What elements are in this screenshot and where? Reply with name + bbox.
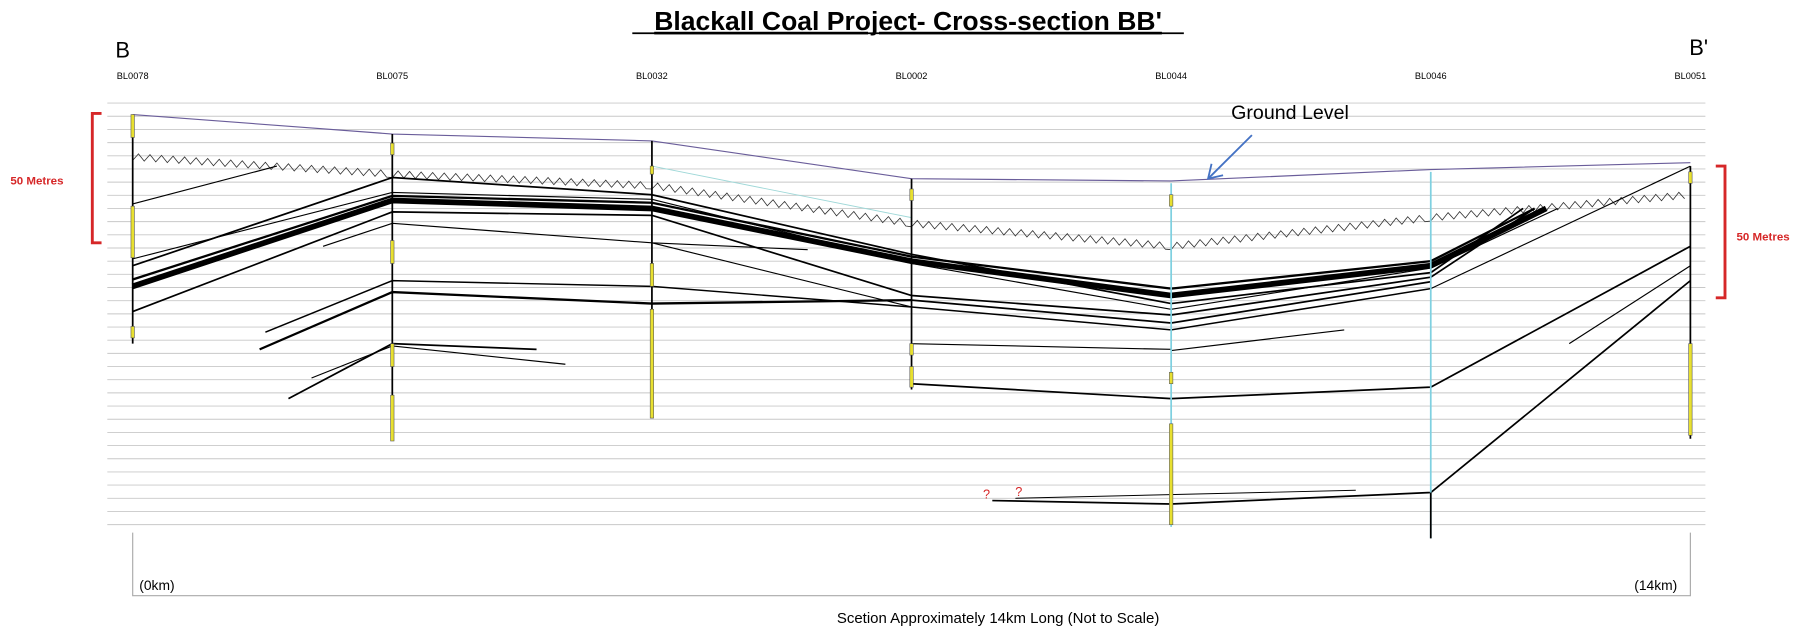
faint-line [651, 165, 912, 219]
coal-interval [649, 263, 654, 287]
coal-interval [909, 343, 914, 356]
seam [322, 222, 808, 251]
coal-interval [1688, 343, 1693, 436]
scale-label: 50 Metres [10, 175, 63, 187]
seam [911, 245, 1691, 400]
seam [288, 342, 537, 400]
scale-bracket [90, 111, 102, 245]
borehole-label: BL0002 [896, 71, 928, 81]
seam [1568, 265, 1691, 345]
question-mark: ? [983, 487, 990, 501]
coal-interval [649, 165, 654, 175]
coal-interval [1169, 371, 1174, 385]
coal-interval [390, 240, 395, 264]
coal-interval [1688, 171, 1693, 184]
coal-interval [909, 188, 914, 201]
borehole-label: BL0075 [376, 71, 408, 81]
question-mark: ? [1015, 485, 1022, 499]
borehole-label: BL0044 [1155, 71, 1187, 81]
seam [132, 165, 278, 205]
coal-interval [390, 394, 395, 442]
coal-interval [1169, 423, 1174, 525]
scale-label: 50 Metres [1736, 232, 1789, 244]
end-label: B' [1689, 35, 1708, 60]
distance-label: (0km) [139, 578, 174, 593]
seam [651, 242, 912, 308]
scale-bracket [1715, 164, 1727, 300]
borehole-label: BL0046 [1415, 71, 1447, 81]
arrow [1208, 134, 1253, 179]
title: Blackall Coal Project- Cross-section BB' [654, 6, 1162, 36]
coal-interval [909, 366, 914, 388]
coal-interval [390, 343, 395, 367]
coal-interval [130, 205, 135, 259]
distance-label: (14km) [1634, 578, 1677, 593]
coal-interval [390, 142, 395, 155]
coal-interval [649, 308, 654, 419]
ground-line [132, 113, 1691, 182]
borehole-label: BL0051 [1674, 71, 1706, 81]
length-frame [132, 532, 1691, 597]
borehole-label: BL0032 [636, 71, 668, 81]
seam [1171, 329, 1345, 352]
coal-interval [130, 326, 135, 339]
seam [1430, 165, 1691, 290]
seam [311, 345, 566, 379]
seam [265, 279, 1431, 333]
coal-interval [130, 114, 135, 138]
caption: Scetion Approximately 14km Long (Not to … [837, 610, 1160, 627]
grid [107, 102, 1706, 526]
ground-label: Ground Level [1231, 102, 1349, 124]
coal-interval [1169, 194, 1174, 207]
seam [1015, 489, 1356, 499]
weathering-line [132, 153, 1685, 251]
arrow-head [1206, 163, 1224, 180]
seam [911, 343, 1172, 350]
borehole-label: BL0078 [117, 71, 149, 81]
seam [259, 290, 912, 351]
end-label: B [115, 37, 130, 62]
boreholes: BL0078 BL0075 BL0032 BL0002 BL0044 BL0046 BL00… [117, 71, 1706, 539]
seam [992, 279, 1691, 505]
